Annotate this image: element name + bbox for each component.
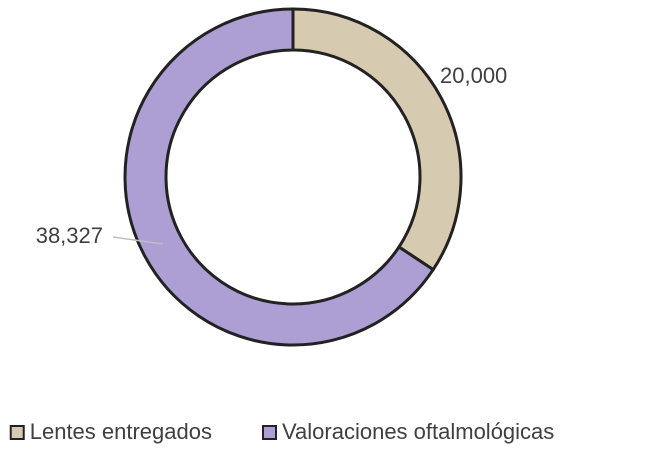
data-label: 20,000 <box>440 63 507 88</box>
slice <box>123 7 436 347</box>
legend-swatch <box>9 425 25 440</box>
legend-label: Lentes entregados <box>30 419 212 444</box>
legend-label: Valoraciones oftalmológicas <box>282 419 554 444</box>
legend-swatch <box>262 425 277 440</box>
leader-line <box>112 236 164 245</box>
data-label: 38,327 <box>36 223 103 248</box>
slice <box>291 7 463 272</box>
